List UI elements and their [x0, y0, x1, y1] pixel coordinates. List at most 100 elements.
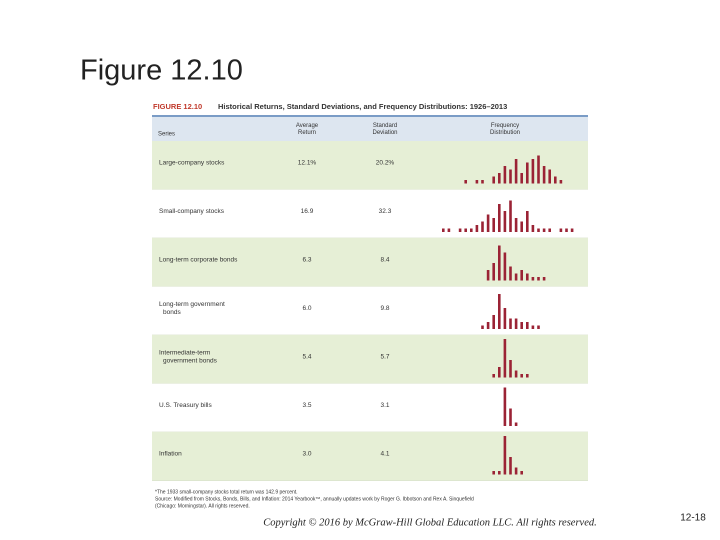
histogram-bar	[486, 270, 490, 281]
histogram-bar	[481, 325, 484, 329]
histogram-bar	[520, 471, 523, 475]
histogram-bar	[520, 374, 523, 378]
histogram-bar	[498, 173, 501, 184]
histogram-bar	[509, 266, 512, 281]
series-name: bonds	[163, 309, 181, 316]
series-name: Large-company stocks	[159, 160, 225, 167]
histogram-bar	[537, 228, 540, 232]
histogram-bar	[548, 228, 551, 232]
histogram-bar	[531, 325, 535, 329]
histogram-bar	[565, 228, 568, 232]
histogram-bar	[492, 176, 495, 184]
header-row	[152, 117, 588, 141]
series-name: government bonds	[163, 358, 218, 365]
figure-title: Historical Returns, Standard Deviations,…	[218, 102, 507, 111]
column-header: Series	[158, 132, 175, 138]
histogram-bar	[498, 204, 501, 232]
standard-deviation: 8.4	[380, 257, 389, 264]
header-rule	[152, 115, 588, 117]
histogram-bar	[526, 211, 529, 232]
histogram-bar	[531, 159, 535, 184]
standard-deviation: 3.1	[380, 402, 389, 409]
histogram-bar	[520, 173, 523, 184]
average-return: 3.5	[302, 402, 311, 409]
histogram-bar	[509, 200, 512, 232]
copyright: Copyright © 2016 by McGraw-Hill Global E…	[263, 517, 596, 528]
column-header: Average Return	[296, 123, 319, 136]
histogram-bar	[509, 318, 512, 329]
histogram-bar	[514, 318, 518, 329]
histogram-bar	[514, 159, 518, 184]
histogram-bar	[442, 228, 445, 232]
histogram-bar	[475, 225, 479, 232]
average-return: 6.0	[302, 305, 311, 312]
histogram-bar	[503, 166, 507, 184]
column-header: Frequency Distribution	[490, 123, 520, 136]
histogram-bar	[559, 228, 563, 232]
series-name: Long-term corporate bonds	[159, 257, 238, 264]
average-return: 6.3	[302, 257, 311, 264]
histogram-bar	[503, 436, 507, 475]
histogram-bar	[526, 273, 529, 281]
standard-deviation: 4.1	[380, 451, 389, 458]
histogram-bar	[509, 169, 512, 184]
page-number: 12-18	[680, 513, 706, 524]
histogram-bar	[475, 180, 479, 184]
histogram-bar	[554, 176, 557, 184]
table-body: Series Average Return Standard Deviation Freq…	[152, 123, 588, 481]
table-row	[152, 383, 588, 432]
slide-title: Figure 12.10	[80, 55, 243, 87]
histogram-bar	[492, 374, 495, 378]
histogram-bar	[559, 180, 563, 184]
histogram-bar	[464, 180, 467, 184]
histogram-bar	[509, 408, 512, 426]
footnote: *The 1933 small-company stocks total ret…	[155, 489, 298, 495]
average-return: 16.9	[301, 208, 314, 215]
standard-deviation: 20.2%	[376, 160, 395, 167]
histogram-bar	[498, 294, 501, 329]
histogram-bar	[548, 169, 551, 184]
histogram-bar	[458, 228, 462, 232]
histogram-bar	[503, 211, 507, 232]
average-return: 3.0	[302, 451, 311, 458]
histogram-bar	[520, 221, 523, 232]
histogram-bar	[526, 162, 529, 184]
histogram-bar	[492, 263, 495, 281]
series-name: U.S. Treasury bills	[159, 402, 212, 409]
histogram-bar	[470, 228, 473, 232]
standard-deviation: 32.3	[379, 208, 392, 215]
histogram-bar	[514, 370, 518, 378]
series-name: Intermediate-term	[159, 350, 210, 357]
histogram-bar	[498, 471, 501, 475]
column-header: Standard Deviation	[372, 123, 397, 136]
histogram-bar	[542, 277, 546, 281]
series-name: Long-term government	[159, 301, 225, 308]
standard-deviation: 5.7	[380, 354, 389, 361]
histogram-bar	[537, 277, 540, 281]
histogram-bar	[492, 218, 495, 232]
histogram-bar	[486, 214, 490, 232]
histogram-bar	[481, 221, 484, 232]
histogram-bar	[542, 166, 546, 184]
histogram-bar	[498, 245, 501, 281]
histogram-bar	[520, 270, 523, 281]
histogram-bar	[498, 367, 501, 378]
footnote: (Chicago: Morningstar). All rights reser…	[155, 503, 250, 509]
histogram-bar	[514, 218, 518, 232]
histogram-bar	[492, 315, 495, 329]
histogram-bar	[531, 277, 535, 281]
histogram-bar	[514, 422, 518, 426]
histogram-bar	[464, 228, 467, 232]
histogram-bar	[503, 252, 507, 281]
histogram-bar	[537, 325, 540, 329]
histogram-bar	[509, 360, 512, 378]
histogram-bar	[486, 322, 490, 329]
histogram-bar	[503, 339, 507, 378]
standard-deviation: 9.8	[380, 305, 389, 312]
footnote: Source: Modified from Stocks, Bonds, Bil…	[155, 496, 474, 502]
histogram-bar	[526, 374, 529, 378]
histogram-bar	[514, 467, 518, 475]
histogram-bar	[570, 228, 574, 232]
histogram-bar	[447, 228, 451, 232]
